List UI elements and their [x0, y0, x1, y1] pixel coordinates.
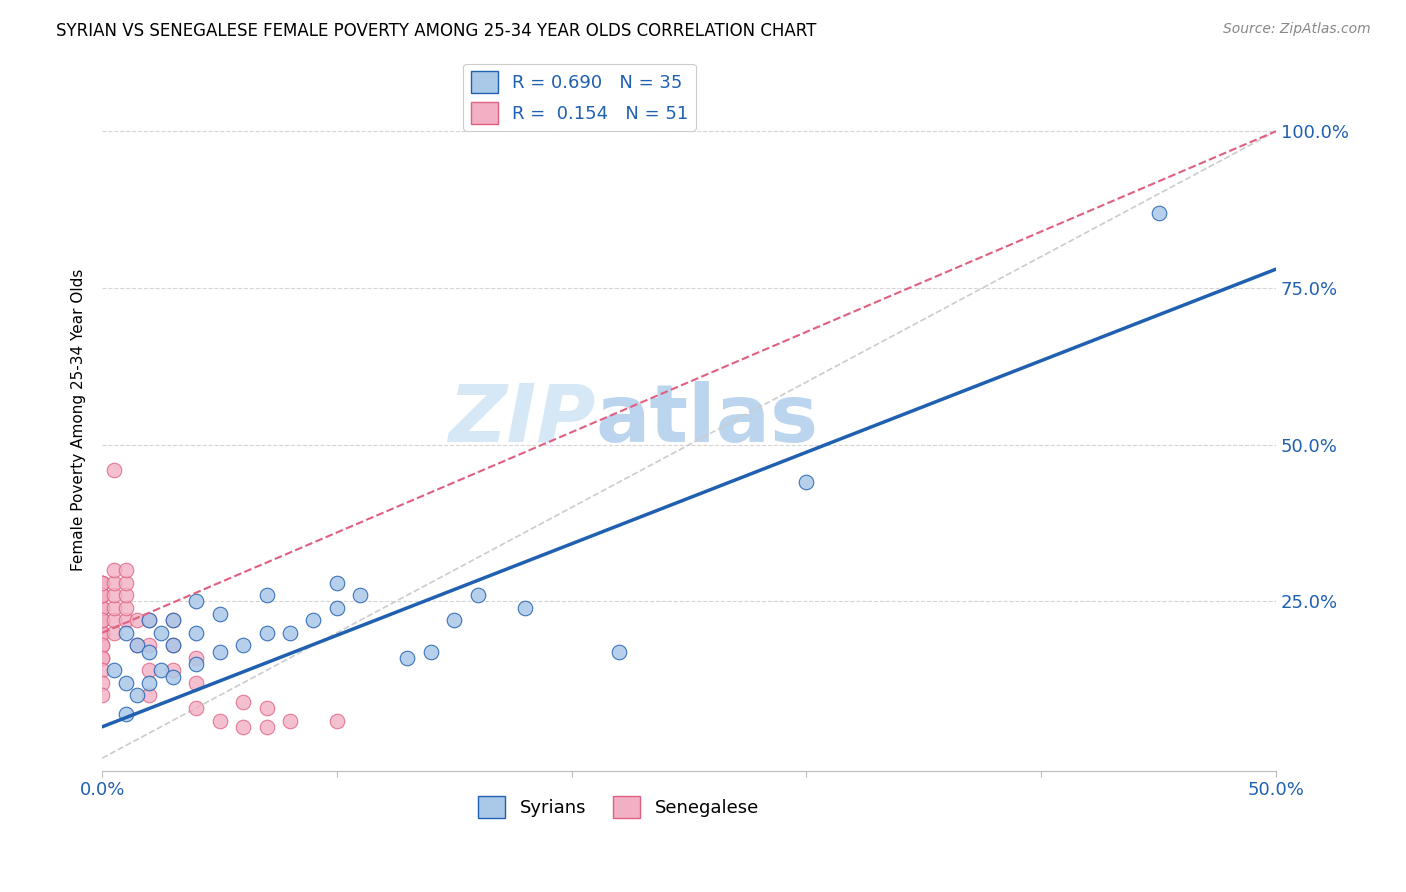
Point: [184, 657, 207, 672]
Point: [1147, 205, 1170, 219]
Point: [796, 475, 818, 490]
Point: [91, 613, 114, 627]
Point: [91, 575, 114, 590]
Point: [256, 701, 278, 715]
Point: [208, 644, 231, 658]
Point: [138, 613, 160, 627]
Point: [114, 707, 136, 722]
Point: [326, 600, 349, 615]
Point: [162, 638, 184, 652]
Point: [91, 650, 114, 665]
Point: [91, 613, 114, 627]
Point: [162, 613, 184, 627]
Point: [162, 670, 184, 684]
Point: [232, 720, 254, 734]
Text: atlas: atlas: [595, 381, 818, 458]
Point: [232, 695, 254, 709]
Point: [302, 613, 325, 627]
Point: [138, 664, 160, 678]
Point: [103, 563, 125, 577]
Text: SYRIAN VS SENEGALESE FEMALE POVERTY AMONG 25-34 YEAR OLDS CORRELATION CHART: SYRIAN VS SENEGALESE FEMALE POVERTY AMON…: [56, 22, 817, 40]
Point: [91, 625, 114, 640]
Point: [114, 676, 136, 690]
Point: [91, 625, 114, 640]
Point: [103, 600, 125, 615]
Point: [91, 575, 114, 590]
Point: [91, 588, 114, 602]
Y-axis label: Female Poverty Among 25-34 Year Olds: Female Poverty Among 25-34 Year Olds: [72, 268, 86, 571]
Point: [91, 638, 114, 652]
Point: [91, 638, 114, 652]
Point: [103, 575, 125, 590]
Text: Source: ZipAtlas.com: Source: ZipAtlas.com: [1223, 22, 1371, 37]
Point: [396, 650, 419, 665]
Point: [91, 689, 114, 703]
Point: [91, 613, 114, 627]
Point: [278, 714, 301, 728]
Point: [91, 664, 114, 678]
Point: [138, 644, 160, 658]
Point: [91, 650, 114, 665]
Point: [91, 575, 114, 590]
Point: [419, 644, 441, 658]
Point: [114, 563, 136, 577]
Point: [138, 676, 160, 690]
Point: [114, 600, 136, 615]
Point: [208, 607, 231, 621]
Point: [114, 575, 136, 590]
Point: [256, 720, 278, 734]
Point: [443, 613, 465, 627]
Point: [127, 613, 149, 627]
Point: [91, 588, 114, 602]
Point: [162, 638, 184, 652]
Point: [513, 600, 536, 615]
Point: [114, 588, 136, 602]
Point: [127, 638, 149, 652]
Point: [91, 600, 114, 615]
Point: [127, 689, 149, 703]
Point: [103, 664, 125, 678]
Point: [232, 638, 254, 652]
Point: [138, 638, 160, 652]
Point: [184, 701, 207, 715]
Point: [278, 625, 301, 640]
Point: [138, 613, 160, 627]
Point: [149, 664, 172, 678]
Point: [114, 613, 136, 627]
Point: [103, 625, 125, 640]
Point: [91, 676, 114, 690]
Point: [349, 588, 371, 602]
Point: [162, 613, 184, 627]
Point: [256, 625, 278, 640]
Legend: Syrians, Senegalese: Syrians, Senegalese: [471, 789, 766, 825]
Point: [607, 644, 630, 658]
Point: [114, 625, 136, 640]
Point: [91, 588, 114, 602]
Point: [326, 575, 349, 590]
Point: [184, 594, 207, 608]
Point: [103, 588, 125, 602]
Point: [91, 600, 114, 615]
Point: [256, 588, 278, 602]
Point: [184, 676, 207, 690]
Text: ZIP: ZIP: [447, 381, 595, 458]
Point: [127, 638, 149, 652]
Point: [467, 588, 489, 602]
Point: [326, 714, 349, 728]
Point: [208, 714, 231, 728]
Point: [162, 664, 184, 678]
Point: [103, 463, 125, 477]
Point: [138, 689, 160, 703]
Point: [103, 613, 125, 627]
Point: [184, 625, 207, 640]
Point: [184, 650, 207, 665]
Point: [149, 625, 172, 640]
